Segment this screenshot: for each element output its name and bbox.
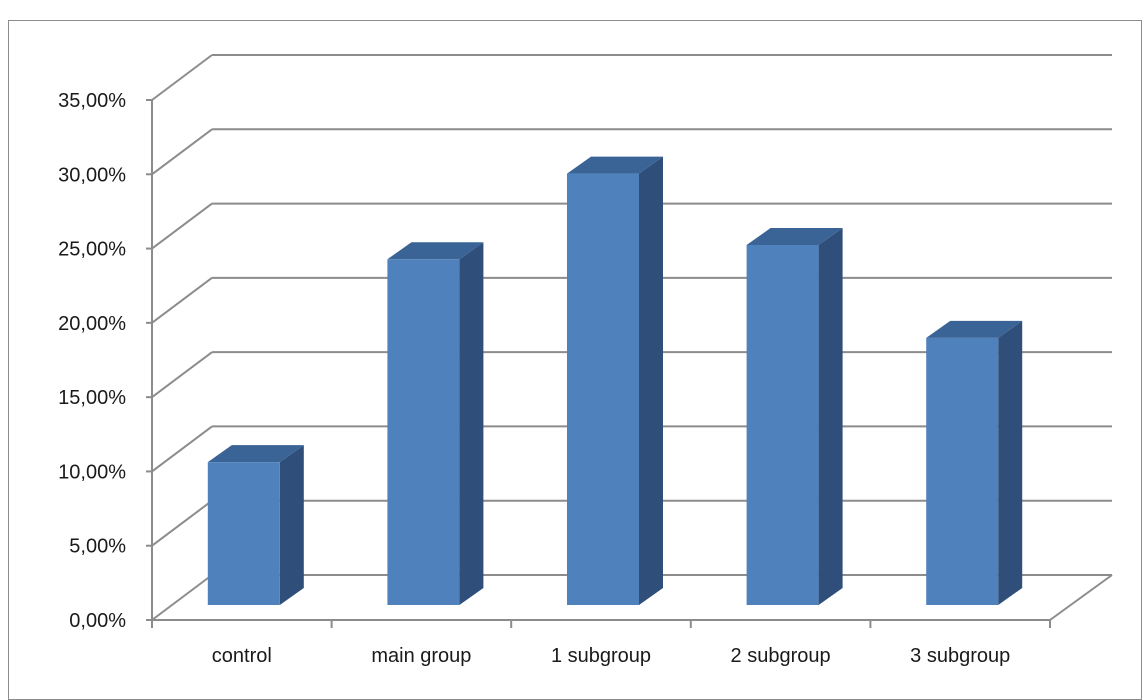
- bar-control: [207, 445, 304, 605]
- bar-top: [387, 242, 484, 260]
- gridline-depth-4: [151, 277, 213, 324]
- y-tick-label: 5,00%: [69, 536, 126, 558]
- bars: [207, 156, 1023, 606]
- bar-2-subgroup: [746, 228, 843, 605]
- y-tick-label: 0,00%: [69, 610, 126, 632]
- x-tick-label: 3 subgroup: [910, 645, 1010, 667]
- x-axis-category-labels: control main group 1 subgroup 2 subgroup 3 s…: [212, 645, 1010, 667]
- gridline-depth-3: [151, 351, 213, 398]
- bar-front: [746, 245, 819, 605]
- y-tick-label: 20,00%: [58, 313, 126, 335]
- gridline-depth-7: [151, 54, 213, 101]
- bar-1-subgroup: [567, 156, 663, 606]
- gridline-depth-0: [151, 574, 213, 621]
- x-tick-label: 2 subgroup: [731, 645, 831, 667]
- y-tick-label: 30,00%: [58, 164, 126, 186]
- bar-3-subgroup: [926, 320, 1023, 605]
- bar-top: [926, 320, 1023, 338]
- bar-main-group: [387, 242, 484, 606]
- y-tick-label: 35,00%: [58, 90, 126, 112]
- y-tick-label: 15,00%: [58, 387, 126, 409]
- bar-side: [459, 242, 484, 606]
- bar-front: [387, 259, 460, 605]
- bar-top: [567, 156, 663, 174]
- bar-side: [639, 156, 663, 606]
- gridline-depth-6: [151, 128, 213, 176]
- y-axis-tick-labels: 0,00% 5,00% 10,00% 15,00% 20,00% 25,00% 30,00%…: [58, 90, 126, 632]
- bar-front: [567, 173, 639, 606]
- floor-right-edge: [1049, 574, 1113, 621]
- bar-side: [818, 228, 843, 605]
- gridline-depth-5: [151, 202, 213, 250]
- bar-front: [207, 462, 280, 605]
- x-tick-label: control: [212, 645, 272, 667]
- y-tick-label: 25,00%: [58, 239, 126, 261]
- bar-top: [746, 228, 843, 245]
- bar-top: [207, 445, 304, 463]
- bar-side: [998, 320, 1023, 605]
- x-tick-label: 1 subgroup: [551, 645, 651, 667]
- bar-chart: 0,00% 5,00% 10,00% 15,00% 20,00% 25,00% 30,00%…: [58, 54, 1113, 667]
- axes: [146, 99, 1051, 628]
- bar-front: [926, 337, 999, 605]
- bar-side: [279, 445, 304, 605]
- x-tick-label: main group: [371, 645, 471, 667]
- y-tick-label: 10,00%: [58, 461, 126, 483]
- gridline-depth-1: [151, 499, 213, 547]
- gridline-depth-2: [151, 425, 213, 473]
